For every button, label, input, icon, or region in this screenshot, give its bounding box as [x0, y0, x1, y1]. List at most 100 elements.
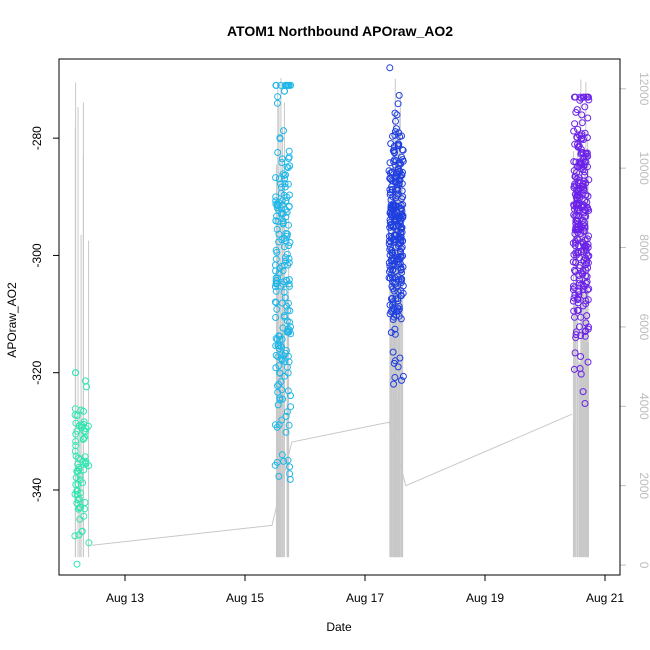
data-point: [283, 81, 291, 89]
data-point: [272, 351, 280, 359]
data-point: [390, 202, 397, 210]
data-point: [575, 287, 583, 295]
data-point: [81, 453, 89, 461]
data-point: [285, 147, 293, 155]
data-point: [272, 200, 280, 208]
data-point: [397, 266, 405, 274]
data-point: [386, 186, 394, 194]
data-point: [275, 472, 283, 480]
data-point: [397, 214, 405, 222]
data-point: [398, 153, 405, 161]
data-point: [574, 299, 582, 307]
data-point: [281, 175, 288, 183]
data-point: [74, 505, 82, 513]
data-point: [571, 242, 579, 249]
data-point: [72, 481, 80, 489]
data-point: [276, 396, 284, 404]
data-point: [76, 503, 84, 511]
trace-line: [91, 413, 573, 546]
data-point: [389, 186, 397, 194]
data-point: [281, 257, 289, 265]
data-point: [584, 163, 591, 171]
data-point: [397, 277, 405, 285]
data-point: [398, 269, 406, 276]
data-point: [285, 242, 293, 250]
data-point: [272, 287, 280, 295]
data-point: [386, 174, 394, 182]
data-point: [277, 189, 285, 197]
data-point: [580, 283, 588, 290]
y-tick-label: -300: [30, 243, 44, 267]
data-point: [285, 153, 293, 161]
data-point: [579, 270, 587, 278]
data-point: [572, 259, 580, 267]
y-tick-label: -320: [30, 360, 44, 384]
data-point: [282, 412, 290, 420]
data-point: [582, 327, 590, 335]
data-point: [72, 430, 80, 438]
data-point: [273, 305, 281, 313]
x-tick-label: Aug 13: [106, 591, 144, 605]
data-point: [390, 213, 398, 221]
data-point: [280, 87, 288, 95]
data-point: [574, 125, 582, 133]
data-point: [389, 348, 397, 356]
data-point: [282, 171, 289, 179]
data-point: [584, 358, 592, 366]
data-point: [395, 140, 403, 148]
data-point: [571, 173, 579, 180]
y-axis-label: APOraw_AO2: [5, 282, 19, 358]
data-point: [398, 171, 406, 179]
data-point: [277, 351, 285, 359]
axes-layer: Aug 13 Aug 15 Aug 17 Aug 19 Aug 21 -340 -320 -3…: [30, 72, 650, 605]
data-point: [71, 369, 79, 377]
data-point: [286, 475, 294, 483]
data-point: [83, 383, 90, 391]
data-point: [584, 259, 592, 267]
data-point: [273, 99, 281, 107]
data-point: [72, 452, 80, 460]
data-point: [583, 312, 591, 320]
data-point: [574, 228, 582, 236]
data-point: [391, 374, 399, 381]
data-point: [277, 342, 285, 350]
data-point: [571, 120, 579, 128]
data-point: [582, 150, 590, 158]
data-point: [275, 230, 283, 238]
data-point: [280, 219, 287, 227]
data-point: [578, 135, 585, 143]
data-point: [576, 276, 583, 284]
data-point: [391, 330, 399, 338]
data-point: [387, 220, 395, 228]
data-point: [389, 132, 396, 140]
chart-title: ATOM1 Northbound APOraw_AO2: [227, 23, 453, 39]
data-point: [276, 180, 284, 188]
data-point: [271, 261, 279, 269]
data-point: [394, 260, 402, 268]
data-point: [389, 147, 397, 155]
data-point: [571, 226, 579, 234]
data-point: [571, 268, 579, 275]
data-point: [85, 539, 93, 547]
data-point: [388, 294, 396, 302]
data-point: [280, 243, 288, 251]
data-point: [572, 108, 580, 116]
data-point: [274, 149, 282, 156]
data-point: [281, 183, 289, 191]
data-point: [80, 427, 88, 435]
data-point: [576, 177, 584, 185]
right-tick-label: 6000: [637, 314, 650, 341]
data-point: [398, 180, 406, 188]
data-point: [281, 294, 289, 301]
data-point: [75, 422, 83, 430]
data-point: [577, 332, 585, 340]
data-point: [282, 229, 290, 237]
data-point: [285, 203, 293, 211]
data-point: [577, 165, 585, 173]
data-point: [280, 127, 287, 135]
data-point: [581, 171, 589, 179]
data-point: [570, 294, 578, 302]
data-point: [276, 264, 284, 272]
data-point: [275, 238, 283, 246]
